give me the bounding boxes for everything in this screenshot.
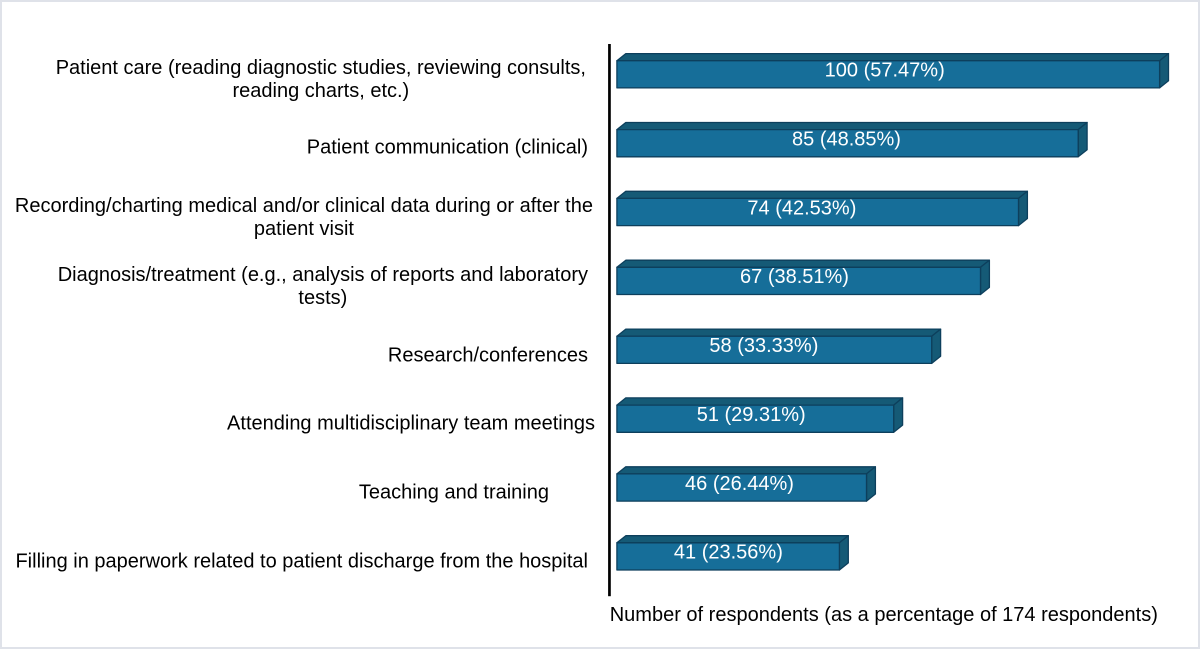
svg-text:51 (29.31%): 51 (29.31%) xyxy=(697,404,806,426)
svg-text:Number of respondents (as a pe: Number of respondents (as a percentage o… xyxy=(610,604,1158,626)
svg-text:58 (33.33%): 58 (33.33%) xyxy=(709,335,818,357)
svg-text:85 (48.85%): 85 (48.85%) xyxy=(792,129,901,151)
svg-text:67 (38.51%): 67 (38.51%) xyxy=(740,266,849,288)
svg-text:100 (57.47%): 100 (57.47%) xyxy=(825,60,945,82)
svg-text:41 (23.56%): 41 (23.56%) xyxy=(674,542,783,564)
svg-text:46 (26.44%): 46 (26.44%) xyxy=(685,473,794,495)
svg-text:74 (42.53%): 74 (42.53%) xyxy=(747,197,856,219)
